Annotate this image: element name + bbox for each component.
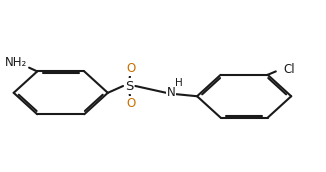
Text: H: H — [175, 78, 183, 88]
Text: Cl: Cl — [283, 63, 295, 76]
Text: O: O — [126, 96, 135, 110]
Text: O: O — [126, 62, 135, 76]
Text: S: S — [125, 79, 133, 93]
Text: NH₂: NH₂ — [5, 56, 27, 68]
Text: N: N — [167, 86, 175, 99]
